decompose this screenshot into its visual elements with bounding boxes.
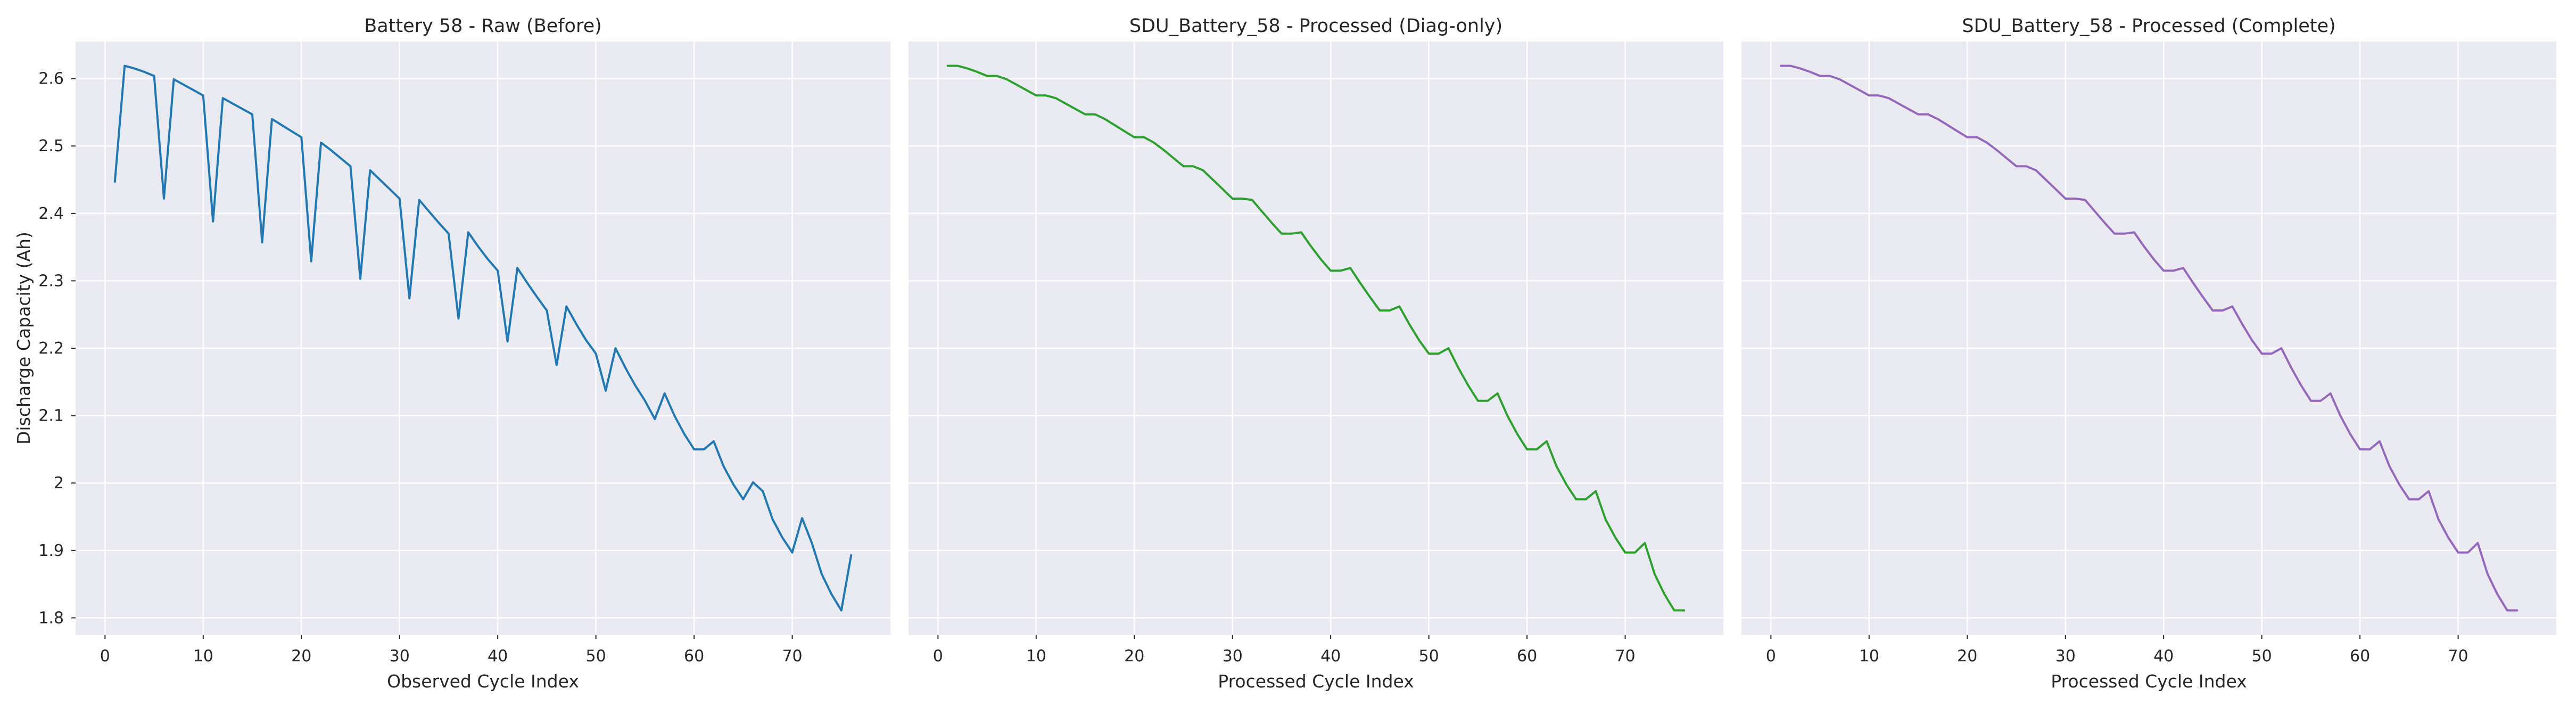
x-tick-label: 20	[1957, 647, 1977, 666]
x-tick-label: 30	[390, 647, 410, 666]
chart-panel-1: 0 10 20 30 40 50 60 70 1.8 1.9 2 2.1 2.2 2.3 2.4 2.5 2.6…	[13, 15, 890, 692]
x-tick-label: 40	[2153, 647, 2174, 666]
y-tick-label: 1.8	[38, 609, 64, 627]
chart-panel-3: 0 10 20 30 40 50 60 70 SDU_Battery_58 - Processe…	[1741, 15, 2556, 692]
x-tick-label: 70	[1615, 647, 1635, 666]
x-tick-label: 0	[100, 647, 110, 666]
x-axis-label: Processed Cycle Index	[2051, 671, 2247, 692]
y-tick-label: 2.5	[38, 137, 64, 155]
x-tick-label: 20	[291, 647, 311, 666]
x-tick-label: 0	[1766, 647, 1776, 666]
chart-title: SDU_Battery_58 - Processed (Complete)	[1962, 15, 2335, 37]
series-line-1	[113, 64, 853, 612]
x-axis-label: Observed Cycle Index	[387, 671, 579, 692]
x-tick-label: 70	[2448, 647, 2468, 666]
x-tick-label: 10	[193, 647, 213, 666]
y-tick-label: 2.6	[38, 70, 64, 88]
y-tick-label: 1.9	[38, 542, 64, 560]
x-tick-label: 50	[586, 647, 606, 666]
plot-area	[909, 42, 1723, 635]
x-tick-label: 30	[2055, 647, 2076, 666]
series-line-1	[946, 64, 1686, 612]
chart-panel-2: 0 10 20 30 40 50 60 70 SDU_Battery_58 - Processe…	[909, 15, 1723, 692]
x-tick-label: 10	[1859, 647, 1879, 666]
x-tick-label: 0	[933, 647, 943, 666]
x-tick-label: 20	[1124, 647, 1144, 666]
y-tick-label: 2.4	[38, 204, 64, 223]
plot-area	[76, 42, 890, 635]
x-tick-label: 10	[1026, 647, 1046, 666]
x-tick-label: 50	[1419, 647, 1439, 666]
y-tick-label: 2.1	[38, 407, 64, 425]
x-tick-label: 60	[684, 647, 704, 666]
x-tick-label: 30	[1223, 647, 1243, 666]
x-tick-label: 70	[782, 647, 802, 666]
chart-title: Battery 58 - Raw (Before)	[364, 15, 602, 37]
plot-area	[1741, 42, 2556, 635]
series-line-1	[1779, 64, 2519, 612]
y-axis-label: Discharge Capacity (Ah)	[13, 232, 34, 445]
y-tick-label: 2.2	[38, 339, 64, 358]
y-tick-label: 2.3	[38, 272, 64, 290]
y-tick-label: 2	[54, 474, 64, 493]
x-tick-label: 60	[2350, 647, 2370, 666]
x-tick-label: 50	[2252, 647, 2272, 666]
x-tick-label: 40	[1320, 647, 1341, 666]
x-tick-label: 40	[488, 647, 508, 666]
x-axis-label: Processed Cycle Index	[1218, 671, 1414, 692]
chart-title: SDU_Battery_58 - Processed (Diag-only)	[1129, 15, 1502, 37]
x-tick-label: 60	[1517, 647, 1537, 666]
